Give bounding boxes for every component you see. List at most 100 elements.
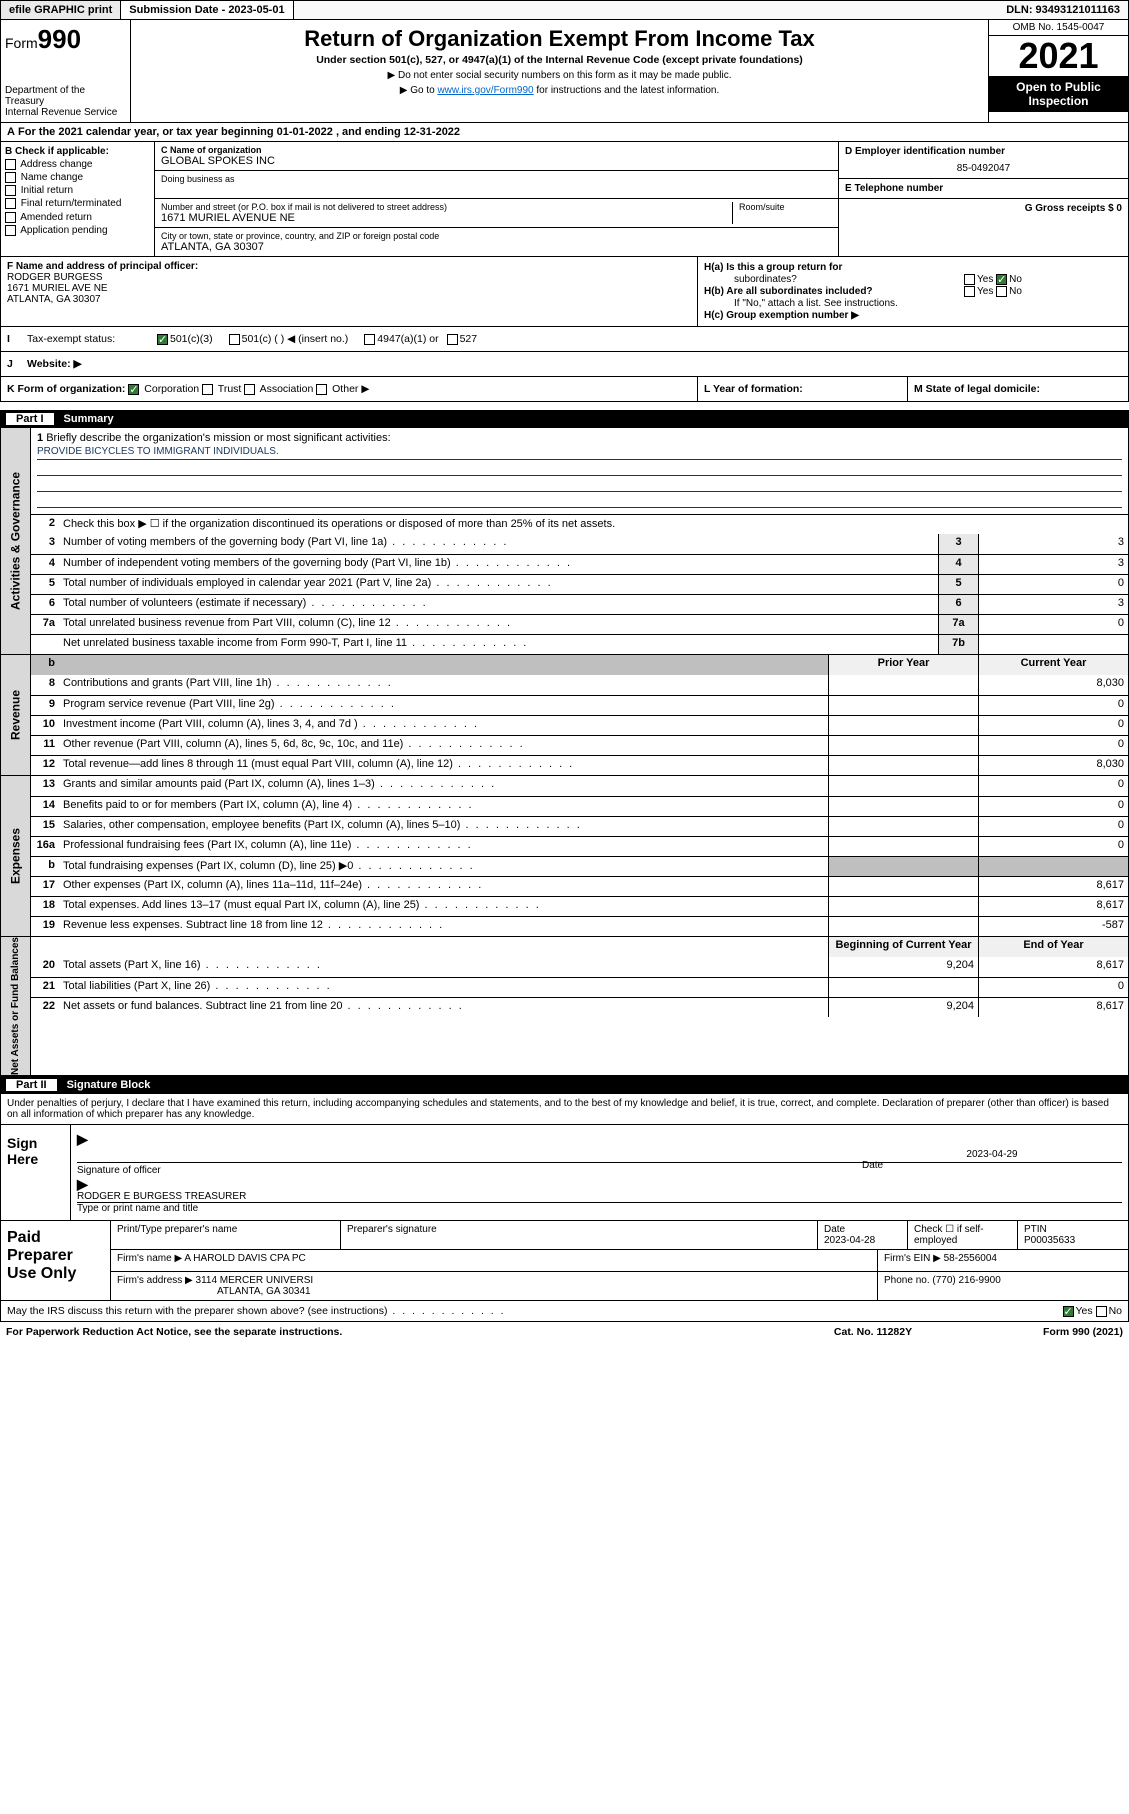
officer-name-title: RODGER E BURGESS TREASURER: [77, 1191, 246, 1202]
open-inspection: Open to Public Inspection: [989, 76, 1128, 112]
self-employed: Check ☐ if self-employed: [908, 1221, 1018, 1249]
table-row: 12Total revenue—add lines 8 through 11 (…: [31, 755, 1128, 775]
l-year: L Year of formation:: [698, 377, 908, 401]
declaration: Under penalties of perjury, I declare th…: [1, 1094, 1128, 1124]
irs-link[interactable]: www.irs.gov/Form990: [437, 85, 533, 96]
form-subtitle: Under section 501(c), 527, or 4947(a)(1)…: [141, 54, 978, 66]
form-title: Return of Organization Exempt From Incom…: [141, 26, 978, 52]
section-k: K Form of organization: Corporation Trus…: [0, 377, 1129, 402]
section-b-e: B Check if applicable: Address change Na…: [0, 142, 1129, 257]
form-note1: ▶ Do not enter social security numbers o…: [141, 70, 978, 81]
section-j: J Website: ▶: [0, 352, 1129, 377]
signature-block: Under penalties of perjury, I declare th…: [0, 1094, 1129, 1221]
website-label: Website: ▶: [27, 358, 82, 370]
d-label: D Employer identification number: [845, 146, 1122, 157]
e-label: E Telephone number: [845, 183, 1122, 194]
officer-name: RODGER BURGESS: [7, 272, 691, 283]
firm-addr: 3114 MERCER UNIVERSI: [196, 1275, 314, 1286]
table-row: 18Total expenses. Add lines 13–17 (must …: [31, 896, 1128, 916]
dept-label: Department of the TreasuryInternal Reven…: [5, 85, 126, 118]
ptin: P00035633: [1024, 1235, 1075, 1246]
prep-sig-label: Preparer's signature: [341, 1221, 818, 1249]
sig-officer-label: Signature of officer: [77, 1165, 862, 1176]
table-row: Net unrelated business taxable income fr…: [31, 634, 1128, 654]
table-row: 15Salaries, other compensation, employee…: [31, 816, 1128, 836]
side-expenses: Expenses: [1, 776, 31, 936]
dba-label: Doing business as: [161, 174, 832, 184]
revenue-table: Revenue bPrior YearCurrent Year 8Contrib…: [0, 655, 1129, 776]
submission-date: Submission Date - 2023-05-01: [121, 1, 293, 19]
col-current: Current Year: [978, 655, 1128, 675]
table-row: 22Net assets or fund balances. Subtract …: [31, 997, 1128, 1017]
section-f-h: F Name and address of principal officer:…: [0, 257, 1129, 327]
efile-button[interactable]: efile GRAPHIC print: [1, 1, 121, 19]
table-row: 5Total number of individuals employed in…: [31, 574, 1128, 594]
firm-name: A HAROLD DAVIS CPA PC: [184, 1253, 305, 1264]
paid-label: Paid Preparer Use Only: [1, 1221, 111, 1300]
tax-exempt-label: Tax-exempt status:: [27, 333, 157, 345]
dln-label: DLN: 93493121011163: [998, 1, 1128, 19]
side-net: Net Assets or Fund Balances: [1, 937, 31, 1075]
room-label: Room/suite: [739, 202, 832, 212]
b-option[interactable]: Initial return: [5, 185, 150, 196]
paperwork-notice: For Paperwork Reduction Act Notice, see …: [0, 1322, 1129, 1342]
f-label: F Name and address of principal officer:: [7, 261, 691, 272]
b-option[interactable]: Name change: [5, 172, 150, 183]
firm-phone: (770) 216-9900: [932, 1275, 1000, 1286]
table-row: bTotal fundraising expenses (Part IX, co…: [31, 856, 1128, 876]
part2-header: Part II Signature Block: [0, 1076, 1129, 1094]
table-row: 11Other revenue (Part VIII, column (A), …: [31, 735, 1128, 755]
sign-here: Sign Here: [1, 1125, 71, 1220]
part1-header: Part I Summary: [0, 410, 1129, 428]
side-governance: Activities & Governance: [1, 428, 31, 654]
b-option[interactable]: Final return/terminated: [5, 198, 150, 209]
form-header: Form990 Department of the TreasuryIntern…: [0, 20, 1129, 123]
expenses-table: Expenses 13Grants and similar amounts pa…: [0, 776, 1129, 937]
section-i: I Tax-exempt status: 501(c)(3) 501(c) ( …: [0, 327, 1129, 352]
col-end: End of Year: [978, 937, 1128, 957]
table-row: 4Number of independent voting members of…: [31, 554, 1128, 574]
g-label: G Gross receipts $ 0: [1025, 203, 1122, 214]
cat-no: Cat. No. 11282Y: [773, 1326, 973, 1338]
form-note2: ▶ Go to www.irs.gov/Form990 for instruct…: [141, 85, 978, 96]
footer-discuss: May the IRS discuss this return with the…: [0, 1301, 1129, 1322]
org-name: GLOBAL SPOKES INC: [161, 155, 832, 167]
table-row: 7aTotal unrelated business revenue from …: [31, 614, 1128, 634]
city-value: ATLANTA, GA 30307: [161, 241, 832, 253]
b-option[interactable]: Address change: [5, 159, 150, 170]
omb-number: OMB No. 1545-0047: [989, 20, 1128, 36]
ein-value: 85-0492047: [845, 163, 1122, 174]
prep-date: 2023-04-28: [824, 1235, 875, 1246]
table-row: 17Other expenses (Part IX, column (A), l…: [31, 876, 1128, 896]
sig-date: 2023-04-29: [862, 1149, 1122, 1160]
table-row: 10Investment income (Part VIII, column (…: [31, 715, 1128, 735]
type-print-label: Type or print name and title: [77, 1203, 198, 1214]
form-footer: Form 990 (2021): [973, 1326, 1123, 1338]
c-name-label: C Name of organization: [161, 145, 262, 155]
tax-year: 2021: [989, 36, 1128, 76]
officer-addr1: 1671 MURIEL AVE NE: [7, 283, 691, 294]
line2: Check this box ▶ ☐ if the organization d…: [59, 515, 1128, 534]
addr-value: 1671 MURIEL AVENUE NE: [161, 212, 732, 224]
table-row: 9Program service revenue (Part VIII, lin…: [31, 695, 1128, 715]
mission-text: PROVIDE BICYCLES TO IMMIGRANT INDIVIDUAL…: [37, 446, 1122, 460]
side-revenue: Revenue: [1, 655, 31, 775]
city-label: City or town, state or province, country…: [161, 231, 832, 241]
m-state: M State of legal domicile:: [908, 377, 1128, 401]
b-option[interactable]: Amended return: [5, 212, 150, 223]
table-row: 8Contributions and grants (Part VIII, li…: [31, 675, 1128, 695]
table-row: 19Revenue less expenses. Subtract line 1…: [31, 916, 1128, 936]
officer-addr2: ATLANTA, GA 30307: [7, 294, 691, 305]
addr-label: Number and street (or P.O. box if mail i…: [161, 202, 732, 212]
table-row: 21Total liabilities (Part X, line 26)0: [31, 977, 1128, 997]
governance-table: Activities & Governance 1 Briefly descri…: [0, 428, 1129, 655]
table-row: 13Grants and similar amounts paid (Part …: [31, 776, 1128, 796]
netassets-table: Net Assets or Fund Balances Beginning of…: [0, 937, 1129, 1076]
prep-name-label: Print/Type preparer's name: [111, 1221, 341, 1249]
col-prior: Prior Year: [828, 655, 978, 675]
form-number: Form990: [5, 24, 126, 55]
col-beginning: Beginning of Current Year: [828, 937, 978, 957]
table-row: 16aProfessional fundraising fees (Part I…: [31, 836, 1128, 856]
b-option[interactable]: Application pending: [5, 225, 150, 236]
table-row: 20Total assets (Part X, line 16)9,2048,6…: [31, 957, 1128, 977]
